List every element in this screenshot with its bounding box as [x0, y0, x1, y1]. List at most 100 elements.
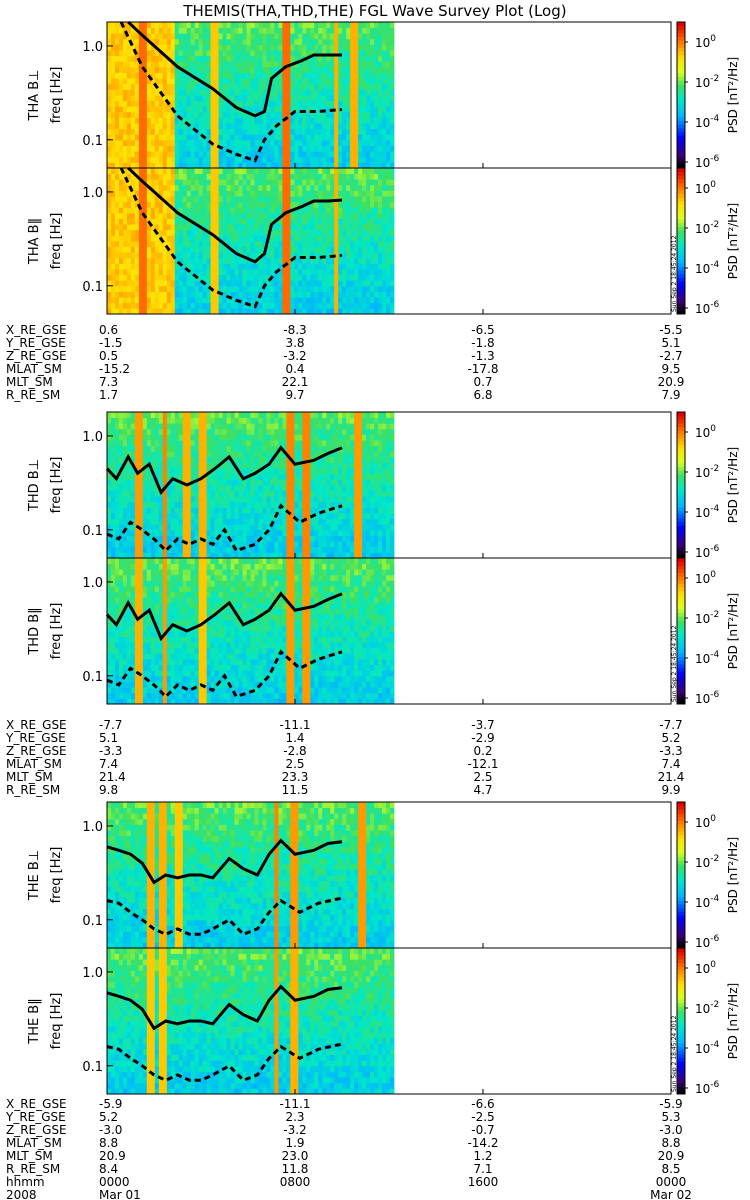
spectrogram-cell: [215, 474, 219, 480]
spectrogram-cell: [274, 39, 278, 45]
spectrogram-cell: [346, 129, 350, 135]
spectrogram-cell: [175, 56, 179, 62]
spectrogram-cell: [254, 84, 258, 90]
spectrogram-cell: [262, 457, 266, 463]
spectrogram-cell: [119, 162, 123, 168]
spectrogram-cell: [350, 247, 354, 253]
spectrogram-cell: [386, 140, 390, 146]
spectrogram-cell: [262, 451, 266, 457]
spectrogram-cell: [239, 73, 243, 79]
spectrogram-cell: [139, 275, 143, 281]
spectrogram-cell: [390, 95, 394, 101]
spectrogram-cell: [390, 292, 394, 298]
spectrogram-cell: [143, 174, 147, 180]
spectrogram-cell: [143, 252, 147, 258]
spectrogram-cell: [338, 241, 342, 247]
spectrogram-cell: [227, 252, 231, 258]
spectrogram-cell: [143, 507, 147, 513]
spectrogram-cell: [298, 157, 302, 163]
colorbar: 10010-210-410-6PSD [nT²/Hz]: [677, 168, 740, 316]
spectrogram-cell: [278, 146, 282, 152]
spectrogram-cell: [131, 303, 135, 309]
spectrogram-cell: [278, 112, 282, 118]
spectrogram-cell: [127, 241, 131, 247]
spectrogram-cell: [322, 44, 326, 50]
spectrogram-cell: [231, 286, 235, 292]
spectrogram-cell: [107, 269, 111, 275]
spectrogram-cell: [322, 224, 326, 230]
spectrogram-cell: [366, 196, 370, 202]
spectrogram-cell: [386, 292, 390, 298]
spectrogram-cell: [203, 207, 207, 213]
spectrogram-panel: 0.11.0THD B⊥ freq [Hz]10010-210-410-6PSD …: [27, 412, 740, 560]
spectrogram-cell: [306, 174, 310, 180]
spectrogram-cell: [278, 258, 282, 264]
spectrogram-cell: [374, 28, 378, 34]
spectrogram-cell: [354, 179, 358, 185]
spectrogram-cell: [374, 174, 378, 180]
spectrogram-cell: [262, 196, 266, 202]
spectrogram-cell: [251, 61, 255, 67]
spectrogram-cell: [143, 280, 147, 286]
spectrogram-cell: [326, 213, 330, 219]
spectrogram-cell: [171, 146, 175, 152]
spectrogram-cell: [346, 162, 350, 168]
spectrogram-cell: [135, 89, 139, 95]
spectrogram-cell: [239, 117, 243, 123]
spectrogram-cell: [111, 56, 115, 62]
spectrogram-cell: [191, 280, 195, 286]
spectrogram-cell: [374, 207, 378, 213]
spectrogram-cell: [231, 524, 235, 530]
spectrogram-cell: [266, 56, 270, 62]
spectrogram-cell: [370, 106, 374, 112]
spectrogram-cell: [163, 446, 167, 452]
spectrogram-cell: [302, 78, 306, 84]
spectrogram-cell: [183, 179, 187, 185]
spectrogram-cell: [302, 303, 306, 309]
spectrogram-cell: [326, 33, 330, 39]
spectrogram-cell: [127, 117, 131, 123]
spectrogram-cell: [231, 485, 235, 491]
spectrogram-cell: [199, 502, 203, 508]
spectrogram-cell: [167, 190, 171, 196]
spectrogram-cell: [179, 202, 183, 208]
spectrogram-cell: [139, 112, 143, 118]
spectrogram-cell: [386, 280, 390, 286]
spectrogram-cell: [115, 440, 119, 446]
spectrogram-cell: [346, 33, 350, 39]
spectrogram-cell: [314, 44, 318, 50]
spectrogram-cell: [374, 280, 378, 286]
spectrogram-cell: [111, 418, 115, 424]
spectrogram-cell: [354, 39, 358, 45]
spectrogram-cell: [318, 174, 322, 180]
spectrogram-cell: [155, 28, 159, 34]
spectrogram-cell: [143, 519, 147, 525]
spectrogram-cell: [251, 134, 255, 140]
spectrogram-cell: [243, 496, 247, 502]
spectrogram-cell: [215, 123, 219, 129]
spectrogram-cell: [382, 22, 386, 28]
spectrogram-cell: [155, 502, 159, 508]
spectrogram-cell: [278, 196, 282, 202]
spectrogram-cell: [119, 219, 123, 225]
spectrogram-cell: [223, 519, 227, 525]
spectrogram-cell: [187, 552, 191, 558]
spectrogram-cell: [338, 185, 342, 191]
spectrogram-cell: [318, 185, 322, 191]
spectrogram-cell: [227, 224, 231, 230]
spectrogram-cell: [159, 73, 163, 79]
spectrogram-cell: [314, 95, 318, 101]
spectrogram-cell: [386, 247, 390, 253]
spectrogram-cell: [215, 423, 219, 429]
spectrogram-cell: [239, 202, 243, 208]
spectrogram-cell: [191, 202, 195, 208]
spectrogram-cell: [115, 50, 119, 56]
spectrogram-cell: [119, 39, 123, 45]
spectrogram-cell: [270, 179, 274, 185]
spectrogram-cell: [278, 95, 282, 101]
spectrogram-cell: [258, 457, 262, 463]
spectrogram-cell: [247, 519, 251, 525]
spectrogram-cell: [139, 474, 143, 480]
spectrogram-cell: [370, 258, 374, 264]
spectrogram-cell: [187, 56, 191, 62]
